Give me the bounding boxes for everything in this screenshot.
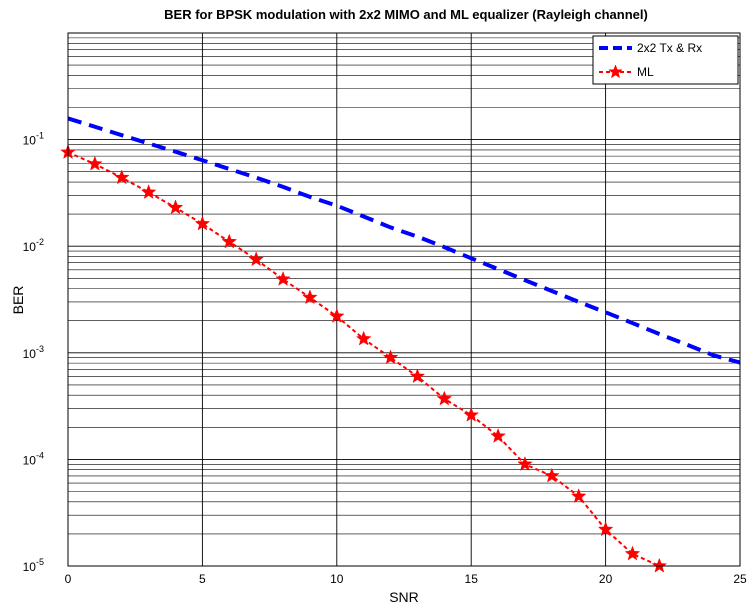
- data-point-star: [570, 488, 587, 504]
- x-axis-label: SNR: [389, 589, 419, 605]
- x-tick-label: 15: [465, 572, 479, 586]
- data-point-star: [167, 199, 184, 215]
- data-point-star: [517, 456, 533, 471]
- data-point-star: [463, 406, 480, 422]
- legend: 2x2 Tx & Rx ML: [592, 35, 739, 85]
- x-tick-label: 25: [733, 572, 747, 586]
- grid: [67, 33, 741, 566]
- data-point-star: [275, 271, 291, 286]
- data-point-star: [140, 184, 157, 199]
- data-point-star: [328, 308, 345, 323]
- series-2: [60, 144, 668, 573]
- x-tick-label: 5: [199, 572, 206, 586]
- y-axis-label: BER: [10, 286, 26, 315]
- y-tick-label: 10-4: [23, 450, 44, 467]
- data-point-star: [409, 368, 426, 384]
- plot-area-frame: [67, 32, 741, 567]
- data-point-star: [113, 169, 130, 185]
- data-point-star: [221, 233, 238, 249]
- x-tick-labels: 0 5 10 15 20 25: [65, 572, 747, 586]
- data-point-star: [194, 215, 211, 231]
- data-point-star: [382, 349, 399, 365]
- series-line: [67, 116, 741, 365]
- x-tick-label: 20: [599, 572, 613, 586]
- y-tick-label: 10-5: [23, 557, 44, 574]
- data-point-star: [355, 330, 372, 346]
- series-layer: [60, 116, 741, 573]
- data-point-star: [302, 289, 318, 305]
- data-point-star: [490, 428, 506, 443]
- y-tick-label: 10-3: [23, 344, 44, 361]
- chart-title: BER for BPSK modulation with 2x2 MIMO an…: [164, 7, 648, 22]
- y-tick-label: 10-2: [23, 237, 44, 254]
- legend-label: 2x2 Tx & Rx: [637, 41, 702, 55]
- y-tick-label: 10-1: [23, 131, 44, 148]
- series-1: [67, 116, 741, 365]
- data-point-star: [248, 251, 264, 267]
- x-tick-label: 10: [330, 572, 344, 586]
- data-point-star: [436, 390, 453, 406]
- data-point-star: [624, 545, 641, 561]
- legend-label: ML: [637, 65, 654, 79]
- x-tick-label: 0: [65, 572, 72, 586]
- data-point-star: [87, 155, 103, 171]
- data-point-star: [597, 521, 614, 537]
- data-point-star: [651, 557, 668, 573]
- legend-marker-star: [608, 64, 623, 79]
- y-tick-labels: 10-1 10-2 10-3 10-4 10-5: [23, 131, 44, 574]
- data-point-star: [544, 467, 560, 483]
